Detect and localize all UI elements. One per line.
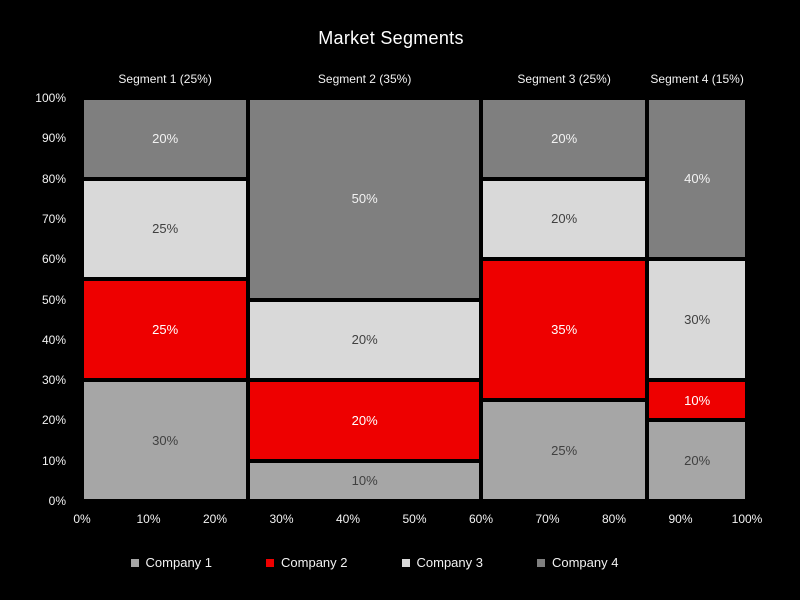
x-axis-tick-label: 30%: [269, 512, 294, 526]
y-axis-tick-label: 100%: [35, 91, 66, 105]
y-axis-tick-label: 80%: [41, 171, 66, 186]
y-axis-tick-label: 30%: [41, 373, 66, 388]
legend-label: Company 4: [551, 555, 619, 570]
legend-swatch-icon: [536, 558, 545, 567]
mekko-block: 40%: [649, 100, 745, 258]
y-axis-tick-label: 60%: [41, 252, 66, 267]
legend-label: Company 3: [416, 555, 483, 570]
mekko-block: 30%: [84, 382, 247, 499]
y-axis-tick-label: 50%: [41, 292, 66, 307]
y-axis-tick-label: 0%: [48, 494, 66, 508]
y-axis-tick-label: 40%: [41, 332, 66, 347]
y-axis-tick-label: 70%: [41, 211, 66, 226]
legend-label: Company 1: [145, 555, 213, 570]
mekko-block: 30%: [649, 261, 745, 379]
mekko-block: 50%: [250, 100, 479, 298]
mekko-block: 10%: [250, 462, 479, 499]
legend-item: Company 3: [401, 555, 483, 570]
x-axis-tick-label: 90%: [668, 512, 693, 526]
mekko-block: 35%: [483, 261, 646, 399]
legend-label: Company 2: [281, 555, 348, 570]
mekko-block: 10%: [649, 382, 745, 419]
x-axis-tick-label: 80%: [601, 512, 627, 526]
legend-item: Company 1: [130, 555, 213, 570]
x-axis-tick-label: 20%: [202, 512, 228, 526]
x-axis-tick-label: 60%: [468, 512, 494, 526]
mekko-block: 20%: [250, 301, 479, 379]
segment-label: Segment 4 (15%): [650, 72, 744, 86]
x-axis-tick-label: 100%: [731, 512, 763, 526]
x-axis-tick-label: 70%: [535, 512, 560, 526]
legend: Company 1 Company 2 Company 3 Company 4: [0, 555, 749, 570]
legend-item: Company 4: [536, 555, 619, 570]
mekko-block: 20%: [483, 180, 646, 258]
mekko-block: 20%: [250, 382, 479, 459]
segment-label: Segment 2 (35%): [317, 72, 412, 86]
mekko-block: 25%: [84, 180, 247, 278]
y-axis-tick-label: 90%: [41, 131, 66, 146]
legend-swatch-icon: [266, 558, 275, 567]
x-axis-tick-label: 0%: [73, 512, 91, 526]
segment-label: Segment 1 (25%): [118, 72, 212, 86]
mekko-block: 20%: [84, 100, 247, 177]
mekko-block: 25%: [483, 402, 646, 499]
x-axis-tick-label: 50%: [402, 512, 427, 526]
mekko-block: 20%: [649, 422, 745, 499]
legend-swatch-icon: [401, 558, 410, 567]
mekko-block: 25%: [84, 281, 247, 379]
x-axis-tick-label: 10%: [136, 512, 161, 526]
y-axis-tick-label: 10%: [41, 453, 66, 468]
legend-item: Company 2: [266, 555, 348, 570]
x-axis-tick-label: 40%: [335, 512, 361, 526]
chart-title: Market Segments: [318, 28, 464, 48]
y-axis-tick-label: 20%: [41, 413, 66, 428]
legend-swatch-icon: [130, 558, 139, 567]
mekko-block: 20%: [483, 100, 646, 177]
segment-label: Segment 3 (25%): [517, 72, 611, 86]
